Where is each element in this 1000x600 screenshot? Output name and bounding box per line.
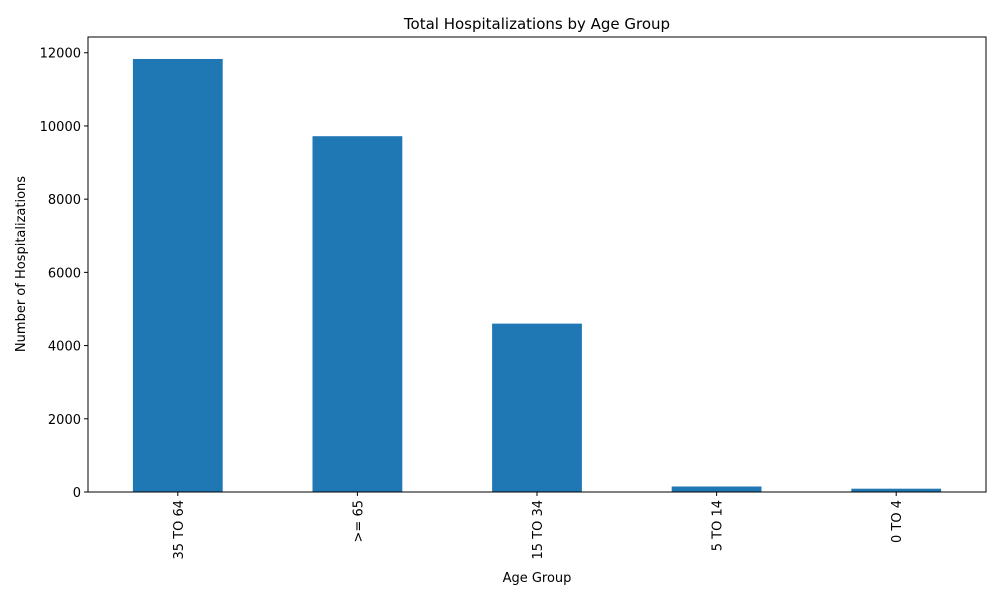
- x-axis-label: Age Group: [503, 571, 572, 586]
- y-tick-label: 10000: [40, 120, 81, 135]
- x-tick-label: 0 TO 4: [890, 500, 905, 543]
- x-axis-ticks: 35 TO 64 >= 65 15 TO 34 5 TO 14 0 TO 4: [172, 492, 905, 560]
- y-tick-label: 6000: [48, 266, 81, 281]
- bar-0: [132, 58, 223, 493]
- y-tick-label: 0: [73, 486, 81, 501]
- x-tick-label: 5 TO 14: [711, 500, 726, 551]
- bar-4: [851, 488, 942, 492]
- chart-title: Total Hospitalizations by Age Group: [403, 15, 670, 33]
- y-tick-label: 2000: [48, 413, 81, 428]
- y-axis-ticks: 0 2000 4000 6000 8000 10000 12000: [40, 47, 88, 501]
- bar-1: [312, 136, 403, 492]
- bar-2: [492, 323, 582, 492]
- y-tick-label: 8000: [48, 193, 81, 208]
- y-tick-label: 12000: [40, 47, 81, 62]
- y-tick-label: 4000: [48, 340, 81, 355]
- x-tick-label: >= 65: [351, 500, 366, 542]
- x-tick-label: 15 TO 34: [531, 500, 546, 560]
- bars-group: [132, 58, 942, 493]
- x-tick-label: 35 TO 64: [172, 500, 187, 560]
- y-axis-label: Number of Hospitalizations: [14, 176, 29, 352]
- bar-3: [671, 486, 762, 492]
